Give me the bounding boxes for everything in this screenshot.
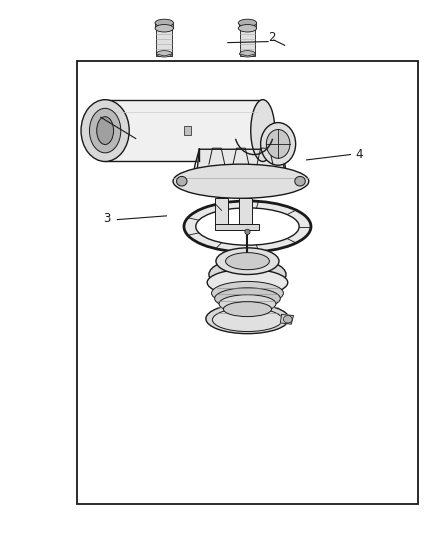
Ellipse shape xyxy=(226,253,269,270)
Ellipse shape xyxy=(216,248,279,274)
Ellipse shape xyxy=(97,117,113,144)
Bar xyxy=(77,61,418,504)
Bar xyxy=(239,198,252,228)
Ellipse shape xyxy=(238,19,257,27)
Ellipse shape xyxy=(212,308,283,332)
Ellipse shape xyxy=(155,19,173,27)
Text: 3: 3 xyxy=(104,212,111,225)
Ellipse shape xyxy=(223,302,272,317)
Bar xyxy=(240,28,255,56)
Ellipse shape xyxy=(251,100,275,161)
Ellipse shape xyxy=(206,304,289,334)
Ellipse shape xyxy=(207,269,288,296)
Bar xyxy=(105,100,263,161)
Bar xyxy=(239,23,256,28)
Bar xyxy=(155,23,173,28)
Ellipse shape xyxy=(173,164,309,198)
Ellipse shape xyxy=(184,201,311,252)
Bar xyxy=(215,224,259,230)
Ellipse shape xyxy=(219,295,276,313)
Ellipse shape xyxy=(196,208,299,245)
Ellipse shape xyxy=(295,176,305,186)
Text: 2: 2 xyxy=(268,31,276,44)
Text: 1: 1 xyxy=(90,103,98,116)
Bar xyxy=(184,126,191,135)
Bar xyxy=(215,198,228,228)
Text: 4: 4 xyxy=(355,148,363,161)
Ellipse shape xyxy=(177,176,187,186)
Ellipse shape xyxy=(212,281,283,305)
Ellipse shape xyxy=(156,51,172,57)
Ellipse shape xyxy=(155,25,173,32)
Ellipse shape xyxy=(240,51,255,57)
Ellipse shape xyxy=(81,100,129,161)
Ellipse shape xyxy=(266,130,290,158)
Ellipse shape xyxy=(245,229,250,235)
Bar xyxy=(156,28,172,56)
Ellipse shape xyxy=(209,259,286,290)
Ellipse shape xyxy=(261,123,296,165)
Ellipse shape xyxy=(238,25,257,32)
Polygon shape xyxy=(280,314,293,324)
Polygon shape xyxy=(197,149,285,192)
Ellipse shape xyxy=(89,108,121,153)
Ellipse shape xyxy=(215,288,280,309)
Ellipse shape xyxy=(283,316,292,323)
